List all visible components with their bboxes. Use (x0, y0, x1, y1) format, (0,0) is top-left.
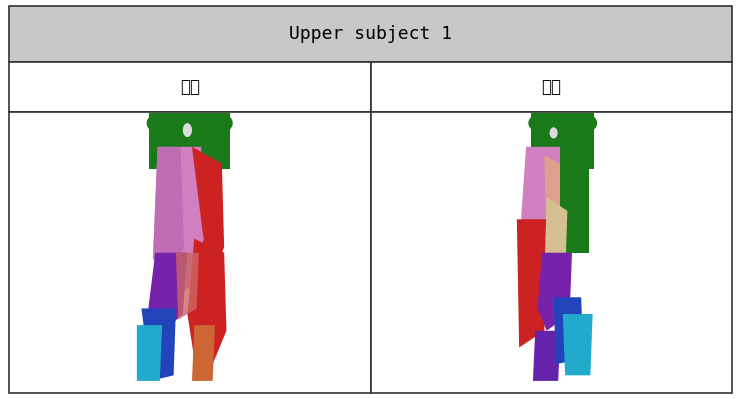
Polygon shape (545, 197, 568, 292)
Ellipse shape (550, 127, 558, 138)
Polygon shape (516, 219, 547, 348)
Bar (370, 113, 732, 393)
Bar (9, 113, 370, 393)
Polygon shape (148, 253, 187, 331)
Polygon shape (563, 314, 593, 375)
Polygon shape (142, 308, 176, 381)
Ellipse shape (147, 105, 233, 141)
Polygon shape (519, 147, 560, 292)
Bar (370, 62, 732, 113)
Polygon shape (545, 155, 572, 292)
Polygon shape (176, 253, 199, 320)
Bar (9, 62, 370, 113)
Polygon shape (554, 297, 583, 364)
Polygon shape (137, 325, 162, 381)
Ellipse shape (528, 108, 597, 138)
Text: 환측: 환측 (542, 79, 561, 96)
Text: Upper subject 1: Upper subject 1 (289, 25, 452, 43)
Ellipse shape (183, 123, 192, 137)
Polygon shape (153, 147, 184, 275)
Polygon shape (192, 325, 215, 381)
Polygon shape (153, 147, 204, 292)
Polygon shape (537, 253, 572, 331)
Polygon shape (187, 239, 227, 364)
Text: 건측: 건측 (180, 79, 199, 96)
Polygon shape (192, 147, 224, 292)
Bar (531, 113, 594, 169)
Bar (560, 147, 589, 253)
Polygon shape (533, 331, 560, 381)
Bar (9, 6, 732, 62)
Bar (150, 113, 230, 169)
